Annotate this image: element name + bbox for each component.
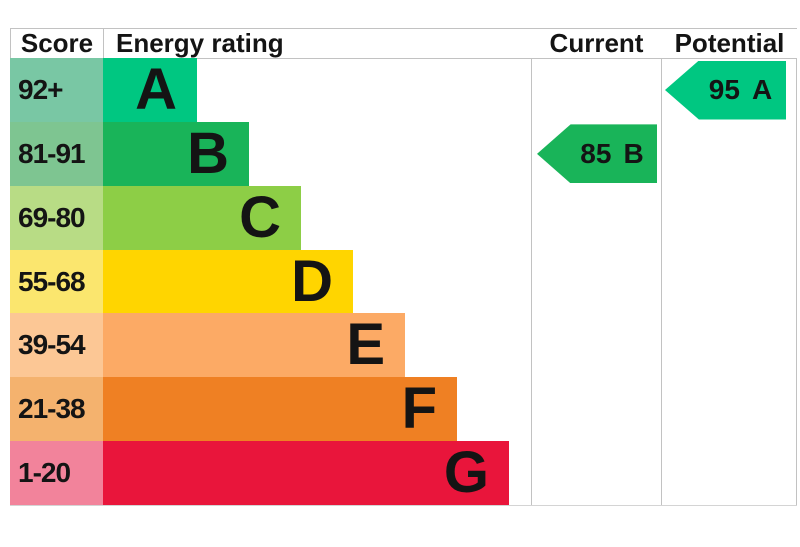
band-a-score: 92+ <box>10 58 103 122</box>
potential-rating-value: 95 <box>708 74 740 105</box>
band-row-g: 1-20 G <box>10 440 531 506</box>
band-row-e: 39-54 E <box>10 312 531 378</box>
band-d-letter: D <box>291 248 333 314</box>
energy-rating-header: Energy rating <box>116 28 284 58</box>
band-c-score: 69-80 <box>10 185 103 250</box>
band-f-bar: F <box>103 376 457 442</box>
table-bottom-border <box>10 505 797 506</box>
band-row-b: 81-91 B <box>10 120 531 186</box>
current-rating-band: B <box>623 137 644 169</box>
band-c-letter: C <box>239 184 281 250</box>
band-g-bar: G <box>103 440 509 506</box>
current-header: Current <box>549 28 644 58</box>
current-column <box>531 28 662 505</box>
band-g-letter: G <box>443 440 489 506</box>
band-b-score: 81-91 <box>10 121 103 186</box>
energy-bands: 92+ A 81-91 B 69-80 C 55-68 D 39-54 E 21… <box>10 58 531 506</box>
band-d-score: 55-68 <box>10 249 103 314</box>
score-header: Score <box>11 28 104 58</box>
band-c-bar: C <box>103 184 301 250</box>
band-f-score: 21-38 <box>10 377 103 442</box>
band-row-c: 69-80 C <box>10 184 531 250</box>
band-row-f: 21-38 F <box>10 376 531 442</box>
band-row-d: 55-68 D <box>10 248 531 314</box>
potential-rating-band: A <box>751 74 773 105</box>
band-a-bar: A <box>103 58 197 122</box>
band-b-letter: B <box>187 120 229 186</box>
current-rating-value: 85 <box>580 137 612 169</box>
band-f-letter: F <box>401 376 437 442</box>
band-row-a: 92+ A <box>10 58 531 122</box>
potential-header: Potential <box>674 28 785 58</box>
potential-column <box>662 28 797 505</box>
chart-header-row: Score Energy rating Current Potential <box>10 28 797 59</box>
band-e-score: 39-54 <box>10 313 103 378</box>
band-e-letter: E <box>346 312 385 378</box>
band-b-bar: B <box>103 120 249 186</box>
band-g-score: 1-20 <box>10 441 103 506</box>
band-e-bar: E <box>103 312 405 378</box>
band-a-letter: A <box>135 56 177 122</box>
band-d-bar: D <box>103 248 353 314</box>
